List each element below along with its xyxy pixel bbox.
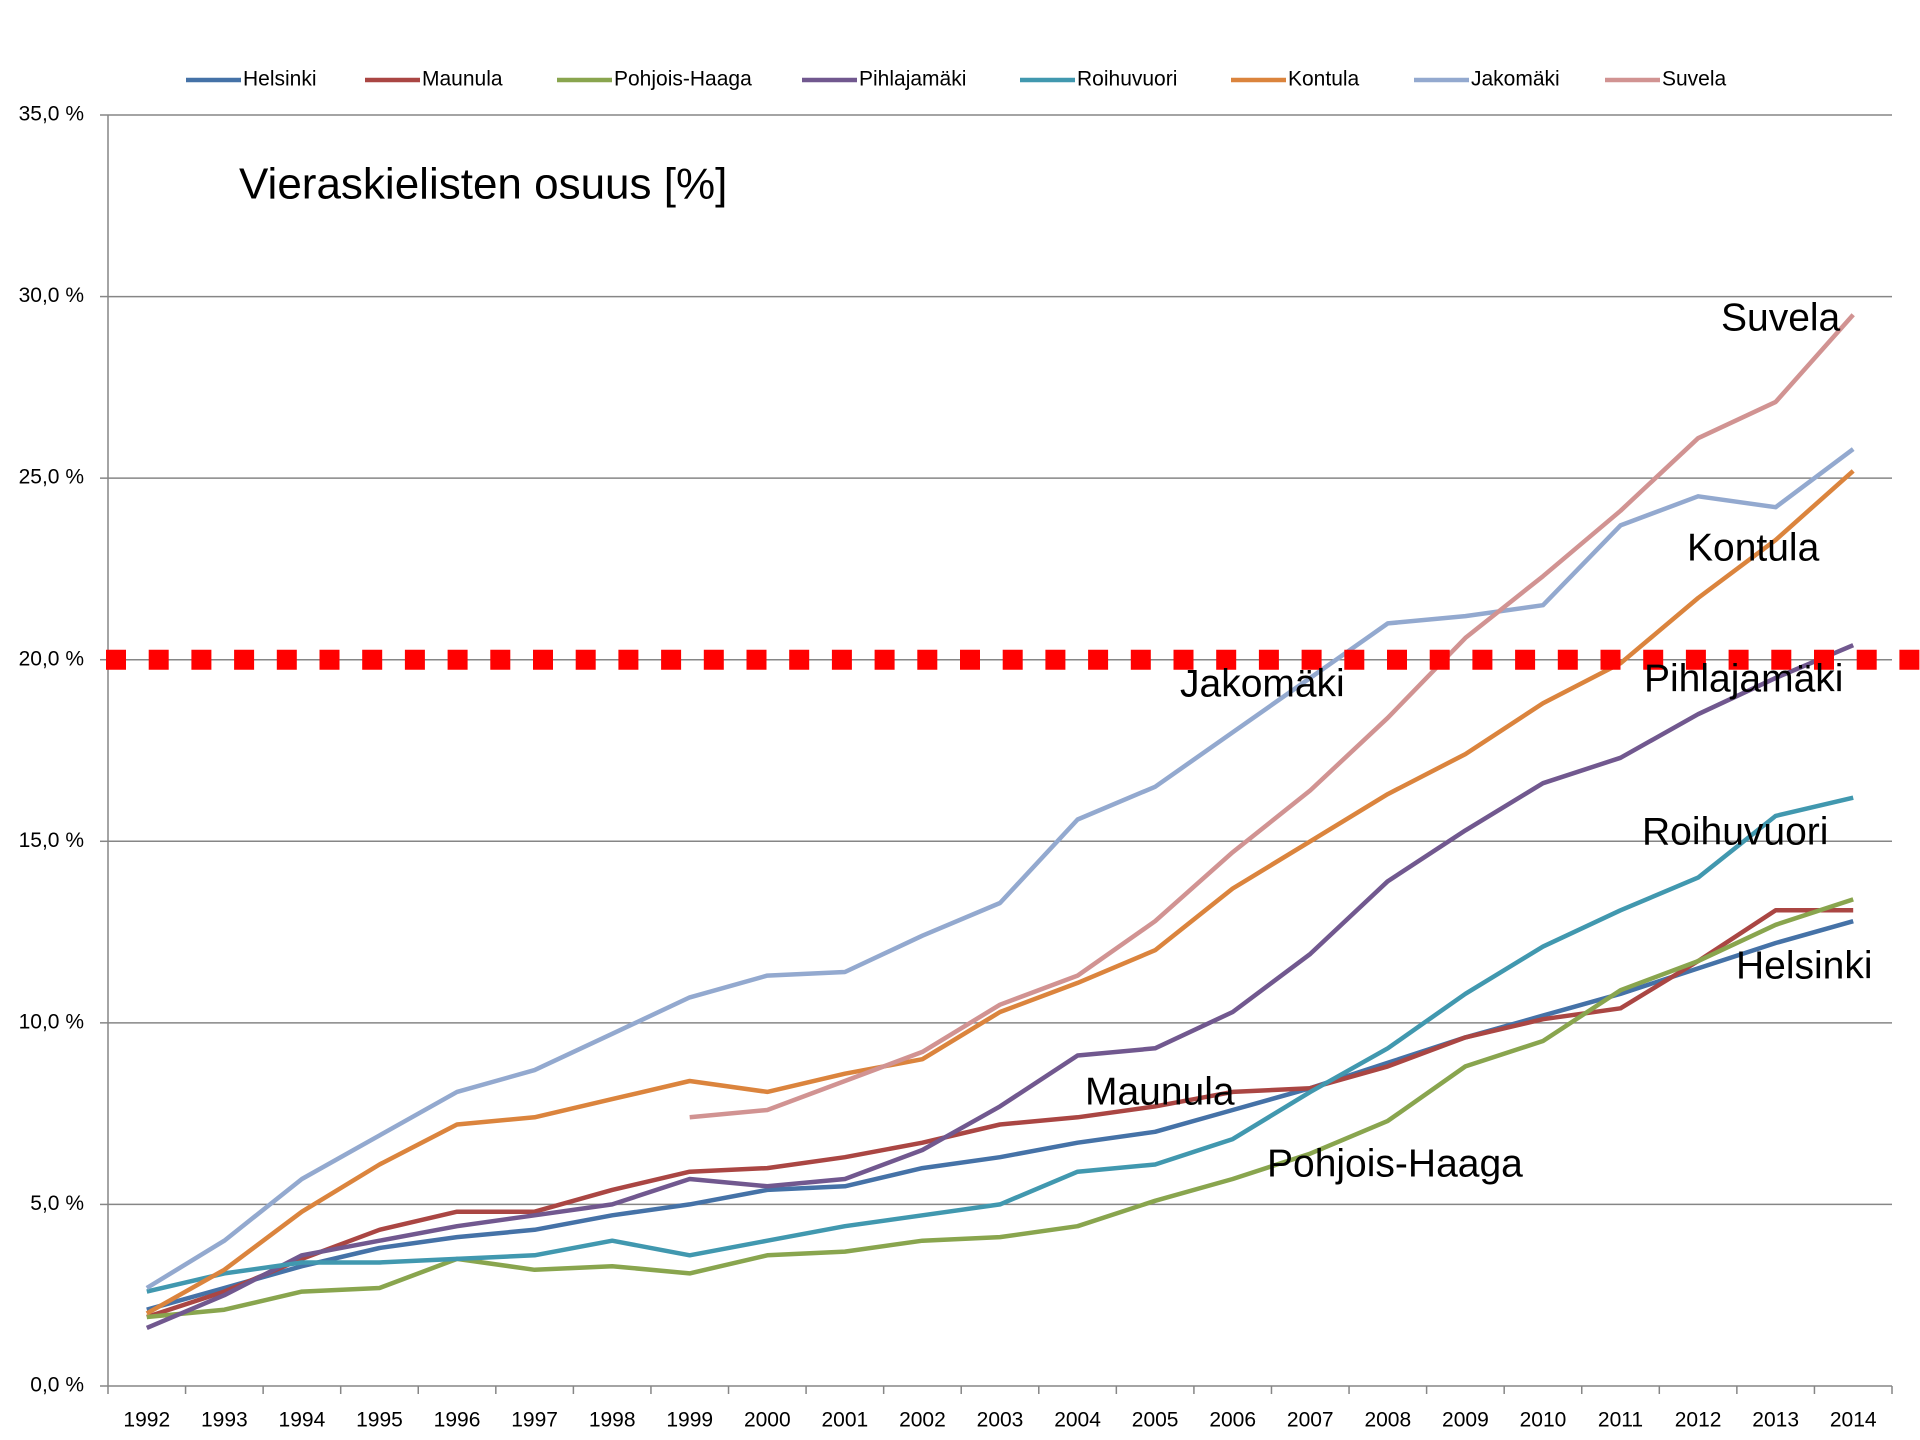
line-annotation: Maunula [1085,1070,1235,1113]
x-tick-label: 2004 [1054,1409,1101,1432]
x-tick-label: 2005 [1132,1409,1179,1432]
x-tick-label: 1993 [201,1409,248,1432]
y-tick-label: 10,0 % [19,1010,84,1033]
legend-label: Pohjois-Haaga [614,68,752,91]
line-annotation: Helsinki [1736,944,1873,987]
legend-label: Helsinki [243,68,317,91]
line-annotation: Pihlajamäki [1644,657,1843,700]
y-tick-label: 5,0 % [30,1192,84,1215]
x-tick-label: 2010 [1520,1409,1567,1432]
legend-label: Suvela [1662,68,1727,91]
series-line [145,447,1855,1290]
series-line [146,897,1854,1320]
x-tick-label: 2006 [1209,1409,1256,1432]
series-line [145,643,1855,1330]
legend-label: Kontula [1288,68,1360,91]
x-tick-label: 1999 [666,1409,713,1432]
y-tick-label: 25,0 % [19,466,84,489]
line-annotation: Jakomäki [1180,662,1345,705]
x-tick-label: 2008 [1364,1409,1411,1432]
x-tick-label: 2002 [899,1409,946,1432]
x-tick-label: 1995 [356,1409,403,1432]
x-tick-label: 2003 [977,1409,1024,1432]
series-line [146,908,1854,1320]
y-tick-label: 15,0 % [19,829,84,852]
line-annotation: Kontula [1687,526,1820,569]
series-line [689,313,1855,1120]
y-tick-label: 0,0 % [30,1374,84,1397]
series-line [146,795,1854,1294]
x-tick-label: 2009 [1442,1409,1489,1432]
series-line [145,469,1855,1316]
x-tick-label: 2001 [822,1409,869,1432]
x-tick-label: 1998 [589,1409,636,1432]
line-annotation: Pohjois-Haaga [1267,1142,1523,1185]
x-tick-label: 2007 [1287,1409,1334,1432]
x-tick-label: 1997 [511,1409,558,1432]
legend-label: Pihlajamäki [859,68,966,91]
line-annotation: Suvela [1721,296,1841,339]
y-tick-label: 20,0 % [19,647,84,670]
line-annotation: Roihuvuori [1642,810,1828,853]
y-tick-label: 30,0 % [19,284,84,307]
legend-label: Roihuvuori [1077,68,1177,91]
y-tick-label: 35,0 % [19,103,84,126]
legend-label: Jakomäki [1471,68,1560,91]
x-tick-label: 2011 [1598,1409,1643,1432]
x-tick-label: 1994 [279,1409,326,1432]
x-tick-label: 2013 [1752,1409,1799,1432]
x-tick-label: 1996 [434,1409,481,1432]
x-tick-label: 2000 [744,1409,791,1432]
series-line [146,919,1854,1312]
chart-title: Vieraskielisten osuus [%] [239,160,727,209]
x-tick-label: 1992 [123,1409,170,1432]
x-tick-label: 2014 [1830,1409,1877,1432]
legend-label: Maunula [422,68,503,91]
x-tick-label: 2012 [1675,1409,1722,1432]
